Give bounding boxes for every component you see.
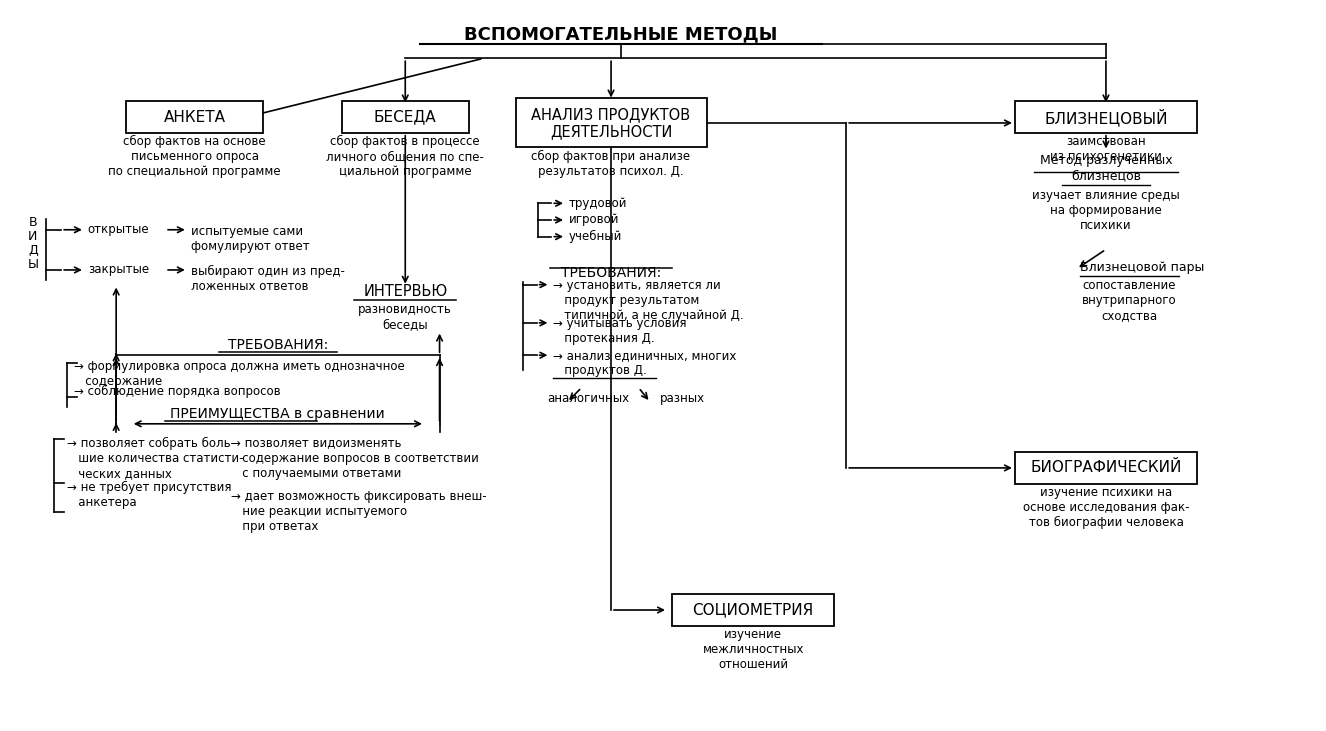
- Text: аналогичных: аналогичных: [548, 393, 630, 406]
- Text: изучение психики на
основе исследования фак-
тов биографии человека: изучение психики на основе исследования …: [1022, 485, 1189, 529]
- Text: закрытые: закрытые: [88, 263, 149, 276]
- Text: заимствован
из психогенетики: заимствован из психогенетики: [1050, 135, 1162, 163]
- Text: БЕСЕДА: БЕСЕДА: [374, 110, 436, 124]
- Text: выбирают один из пред-
ложенных ответов: выбирают один из пред- ложенных ответов: [191, 265, 345, 293]
- Text: игровой: игровой: [569, 213, 619, 227]
- Text: → формулировка опроса должна иметь однозначное
   содержание: → формулировка опроса должна иметь одноз…: [74, 360, 404, 388]
- Text: изучение
межличностных
отношений: изучение межличностных отношений: [703, 628, 804, 670]
- Text: БЛИЗНЕЦОВЫЙ: БЛИЗНЕЦОВЫЙ: [1044, 108, 1168, 126]
- Text: → соблюдение порядка вопросов: → соблюдение порядка вопросов: [74, 385, 281, 398]
- Text: разновидность
беседы: разновидность беседы: [358, 303, 452, 331]
- Bar: [342, 102, 469, 133]
- Text: Близнецовой пары: Близнецовой пары: [1079, 260, 1204, 273]
- Text: АНКЕТА: АНКЕТА: [163, 110, 225, 124]
- Text: сбор фактов в процессе
личного общения по спе-
циальной программе: сбор фактов в процессе личного общения п…: [326, 135, 484, 178]
- Text: разных: разных: [660, 393, 705, 406]
- Text: ПРЕИМУЩЕСТВА в сравнении: ПРЕИМУЩЕСТВА в сравнении: [171, 407, 386, 421]
- Text: БИОГРАФИЧЕСКИЙ: БИОГРАФИЧЕСКИЙ: [1030, 461, 1181, 475]
- Bar: [1016, 102, 1196, 133]
- Text: Ы: Ы: [28, 257, 38, 270]
- Text: И: И: [28, 230, 37, 243]
- Bar: [126, 102, 263, 133]
- Text: сопоставление
внутрипарного
сходства: сопоставление внутрипарного сходства: [1082, 279, 1176, 322]
- Text: Метод разлученных
близнецов: Метод разлученных близнецов: [1040, 154, 1172, 182]
- Text: → анализ единичных, многих
   продуктов Д.: → анализ единичных, многих продуктов Д.: [553, 349, 737, 377]
- Text: АНАЛИЗ ПРОДУКТОВ
ДЕЯТЕЛЬНОСТИ: АНАЛИЗ ПРОДУКТОВ ДЕЯТЕЛЬНОСТИ: [532, 107, 691, 139]
- Text: → позволяет видоизменять
   содержание вопросов в соответствии
   с получаемыми : → позволяет видоизменять содержание вопр…: [231, 436, 479, 480]
- Text: → позволяет собрать боль-
   шие количества статисти-
   ческих данных: → позволяет собрать боль- шие количества…: [68, 436, 244, 480]
- Text: открытые: открытые: [88, 223, 150, 236]
- Text: Д: Д: [28, 244, 37, 257]
- Text: ИНТЕРВЬЮ: ИНТЕРВЬЮ: [363, 284, 447, 299]
- Text: → дает возможность фиксировать внеш-
   ние реакции испытуемого
   при ответах: → дает возможность фиксировать внеш- ние…: [231, 491, 487, 534]
- Text: → учитывать условия
   протекания Д.: → учитывать условия протекания Д.: [553, 317, 687, 345]
- Text: → установить, является ли
   продукт результатом
   типичной, а не случайной Д.: → установить, является ли продукт резуль…: [553, 279, 744, 322]
- Bar: [516, 99, 707, 148]
- Text: сбор фактов при анализе
результатов психол. Д.: сбор фактов при анализе результатов псих…: [532, 151, 691, 178]
- Text: учебный: учебный: [569, 230, 622, 243]
- Bar: [1016, 452, 1196, 484]
- Bar: [672, 594, 834, 626]
- Text: В: В: [29, 216, 37, 230]
- Text: сбор фактов на основе
письменного опроса
по специальной программе: сбор фактов на основе письменного опроса…: [109, 135, 281, 178]
- Text: СОЦИОМЕТРИЯ: СОЦИОМЕТРИЯ: [692, 602, 814, 618]
- Text: трудовой: трудовой: [569, 197, 627, 210]
- Text: → не требует присутствия
   анкетера: → не требует присутствия анкетера: [68, 481, 232, 509]
- Text: испытуемые сами
фомулируют ответ: испытуемые сами фомулируют ответ: [191, 225, 309, 253]
- Text: ВСПОМОГАТЕЛЬНЫЕ МЕТОДЫ: ВСПОМОГАТЕЛЬНЫЕ МЕТОДЫ: [464, 25, 777, 43]
- Text: изучает влияние среды
на формирование
психики: изучает влияние среды на формирование пс…: [1032, 189, 1180, 232]
- Text: ТРЕБОВАНИЯ:: ТРЕБОВАНИЯ:: [228, 338, 328, 352]
- Text: ТРЕБОВАНИЯ:: ТРЕБОВАНИЯ:: [561, 266, 662, 280]
